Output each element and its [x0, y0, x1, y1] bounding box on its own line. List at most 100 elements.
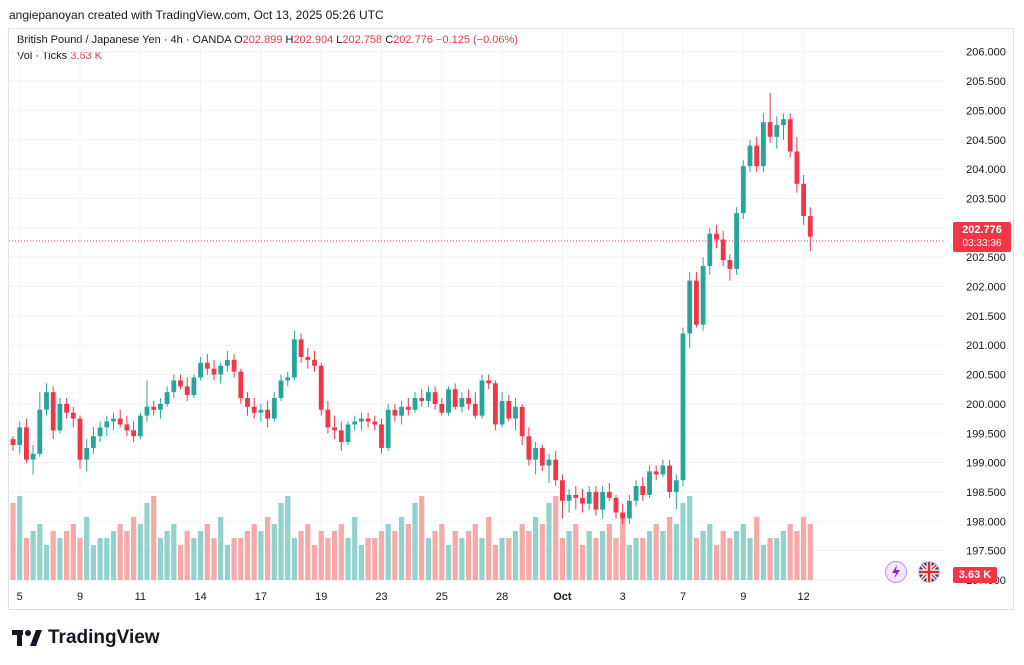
- volume-bar: [151, 496, 157, 580]
- volume-bar: [291, 538, 297, 580]
- volume-bar: [50, 531, 56, 580]
- x-tick-label: 7: [680, 591, 686, 603]
- candle-body: [807, 216, 813, 237]
- chart-frame: [8, 28, 1014, 610]
- volume-bar: [512, 531, 519, 580]
- x-tick-label: 5: [17, 591, 23, 603]
- volume-bar: [372, 538, 378, 580]
- volume-bar: [352, 517, 358, 580]
- candle-body: [680, 333, 686, 481]
- volume-bar: [533, 517, 539, 580]
- volume-badge: 3.63 K: [953, 567, 997, 583]
- y-tick-label: 199.000: [966, 458, 1006, 470]
- volume-bar: [399, 517, 405, 580]
- volume-bar: [244, 531, 251, 580]
- low-label: L: [336, 34, 343, 46]
- volume-bar: [774, 538, 780, 580]
- y-tick-label: 205.000: [966, 105, 1006, 117]
- volume-bar: [472, 524, 478, 580]
- candle-body: [238, 371, 244, 399]
- candle-body: [707, 233, 713, 266]
- volume-bar: [579, 545, 586, 580]
- y-tick-label: 203.500: [966, 193, 1006, 205]
- brand-name: TradingView: [48, 627, 160, 648]
- candle-body: [84, 447, 90, 460]
- volume-legend[interactable]: Vol · Ticks 3.63 K: [17, 50, 102, 62]
- volume-label: Vol · Ticks: [17, 50, 68, 62]
- candle-body: [405, 406, 411, 410]
- volume-bar: [385, 524, 391, 580]
- candle-body: [801, 183, 806, 217]
- x-tick-label: Oct: [553, 591, 572, 603]
- candle-body: [687, 280, 693, 334]
- y-tick-label: 205.500: [966, 76, 1006, 88]
- volume-bar: [43, 545, 50, 580]
- volume-bar: [10, 503, 16, 580]
- volume-bar: [97, 538, 103, 580]
- candle-body: [673, 480, 679, 492]
- volume-bar: [747, 538, 753, 580]
- candle-body: [325, 409, 331, 428]
- volume-bar: [432, 531, 438, 580]
- volume-bar: [613, 538, 619, 580]
- candle-body: [714, 233, 719, 240]
- volume-bar: [687, 496, 693, 580]
- y-tick-label: 200.500: [966, 370, 1006, 382]
- candle-body: [774, 125, 780, 137]
- candle-body: [767, 122, 773, 137]
- y-tick-label: 201.000: [966, 340, 1006, 352]
- tradingview-logo[interactable]: TradingView: [12, 627, 160, 649]
- candle-body: [10, 439, 16, 445]
- candle-body: [593, 491, 599, 510]
- candle-body: [466, 398, 471, 404]
- y-tick-label: 198.000: [966, 516, 1006, 528]
- candle-body: [171, 380, 177, 393]
- candle-body: [24, 427, 29, 460]
- candle-body: [258, 409, 264, 413]
- volume-bar: [137, 524, 143, 580]
- candle-body: [586, 491, 592, 504]
- candle-body: [546, 459, 552, 466]
- volume-bar: [600, 531, 606, 580]
- candle-body: [158, 403, 163, 410]
- candle-body: [640, 486, 646, 495]
- candle-body: [479, 380, 485, 416]
- uk-flag-icon: [918, 561, 940, 583]
- candle-body: [667, 465, 672, 492]
- volume-bar: [110, 531, 117, 580]
- candle-body: [144, 406, 150, 416]
- volume-bar: [251, 524, 257, 580]
- candle-body: [265, 409, 270, 419]
- candle-body: [553, 459, 559, 481]
- volume-bar: [452, 531, 458, 580]
- lightning-icon[interactable]: [885, 561, 907, 583]
- volume-bar: [780, 531, 787, 580]
- volume-bar: [693, 538, 699, 580]
- candle-body: [91, 436, 96, 448]
- x-tick-label: 23: [375, 591, 387, 603]
- volume-bar: [157, 538, 163, 580]
- volume-bar: [734, 531, 740, 580]
- candle-body: [97, 427, 103, 437]
- y-tick-label: 202.000: [966, 282, 1006, 294]
- candle-body: [231, 359, 237, 372]
- volume-bar: [419, 496, 425, 580]
- candle-body: [211, 368, 217, 375]
- volume-bar: [466, 531, 472, 580]
- countdown-timer: 03:33:36: [962, 238, 1002, 249]
- symbol-legend[interactable]: British Pound / Japanese Yen · 4h · OAND…: [17, 34, 518, 46]
- volume-bar: [754, 517, 760, 580]
- high-label: H: [285, 34, 294, 46]
- volume-bar: [64, 531, 70, 580]
- candle-body: [392, 409, 398, 416]
- x-tick-label: 17: [255, 591, 267, 603]
- volume-bar: [231, 538, 237, 580]
- volume-bar: [57, 538, 63, 580]
- candle-body: [117, 418, 123, 425]
- volume-bar: [640, 538, 646, 580]
- volume-bar: [660, 531, 666, 580]
- candle-body: [372, 421, 378, 425]
- volume-bar: [198, 531, 204, 580]
- y-tick-label: 200.000: [966, 399, 1006, 411]
